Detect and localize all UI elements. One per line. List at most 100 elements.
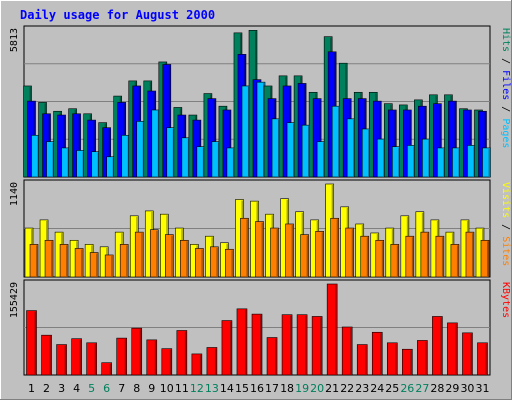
bar-kbytes-day-2	[41, 334, 52, 376]
bar-kbytes-day-19	[296, 314, 308, 376]
y-max-label-kbytes: 155429	[9, 282, 20, 318]
day-label-26: 26	[400, 382, 414, 395]
bar-files-day-3-side	[63, 116, 66, 177]
bar-sites-day-31-body	[480, 239, 490, 278]
bar-kbytes-day-14-body	[221, 320, 233, 376]
bar-files-day-6-side	[108, 128, 111, 177]
bar-sites-day-8-side	[141, 233, 143, 277]
day-label-24: 24	[370, 382, 384, 395]
bar-sites-day-6-body	[104, 254, 114, 278]
bar-sites-day-17-side	[276, 229, 279, 277]
bar-kbytes-day-30-body	[462, 332, 473, 376]
day-label-30: 30	[460, 382, 474, 395]
bar-sites-day-26	[405, 235, 415, 278]
legend-item-hits-files-pages-1: /	[500, 52, 511, 70]
legend-visits-sites: Visits / Sites	[500, 182, 511, 266]
day-label-2: 2	[43, 382, 50, 395]
bar-sites-day-15-body	[240, 217, 249, 278]
bar-kbytes-day-26-body	[402, 348, 413, 376]
day-label-9: 9	[148, 382, 155, 395]
bar-sites-day-28	[435, 235, 445, 278]
bar-kbytes-day-23-body	[356, 344, 368, 376]
bar-files-day-20-side	[319, 99, 321, 177]
bar-kbytes-day-14	[221, 320, 233, 376]
bar-sites-day-18-body	[285, 223, 294, 278]
bar-kbytes-day-20	[311, 316, 323, 376]
bar-sites-day-29-side	[456, 245, 459, 277]
bar-kbytes-day-17	[266, 337, 278, 376]
bar-kbytes-day-22-body	[341, 326, 353, 376]
bar-kbytes-day-22	[341, 326, 353, 376]
bar-sites-day-14-side	[231, 250, 233, 277]
bar-sites-day-19-side	[306, 235, 309, 277]
bar-sites-day-16-body	[255, 221, 264, 278]
bar-kbytes-day-8-side	[139, 329, 142, 375]
day-label-7: 7	[118, 382, 125, 395]
bar-sites-day-26-body	[405, 235, 415, 278]
day-label-3: 3	[58, 382, 65, 395]
panel-visits-sites: 1140 Visits / Sites	[9, 179, 511, 278]
bar-sites-day-21	[330, 217, 339, 278]
bar-sites-day-27-body	[420, 231, 430, 278]
day-label-5: 5	[88, 382, 95, 395]
bar-kbytes-day-10-side	[169, 349, 172, 375]
bar-kbytes-day-27	[417, 340, 428, 376]
legend-item-kbytes-0: KBytes	[500, 282, 511, 318]
bar-sites-day-13	[210, 246, 219, 278]
bar-sites-day-23	[360, 235, 370, 278]
bar-files-day-5-side	[93, 121, 96, 177]
bar-sites-day-31	[480, 239, 490, 278]
legend-hits-files-pages: Hits / Files / Pages	[500, 28, 511, 148]
bar-sites-day-16	[255, 221, 264, 278]
panels-layer: 5813 Hits / Files / Pages 1140 Visits / Sit…	[9, 25, 511, 376]
day-label-6: 6	[103, 382, 110, 395]
bar-kbytes-day-24	[371, 331, 383, 376]
bar-sites-day-9	[149, 229, 159, 278]
bars-visits-sites	[24, 183, 490, 278]
bar-sites-day-29	[450, 244, 460, 278]
bar-kbytes-day-10	[161, 348, 173, 376]
bar-sites-day-4-body	[74, 248, 84, 278]
bar-sites-day-1	[29, 244, 39, 278]
bar-sites-day-5	[89, 252, 99, 278]
bar-sites-day-30-side	[471, 233, 474, 277]
bar-sites-day-13-side	[216, 247, 218, 277]
legend-item-hits-files-pages-0: Hits	[500, 28, 511, 52]
bar-sites-day-3-body	[59, 244, 69, 278]
bar-kbytes-day-16-body	[251, 313, 263, 376]
bar-sites-day-25-body	[390, 244, 400, 278]
bar-sites-day-3	[59, 244, 69, 278]
bars-kbytes	[26, 283, 488, 376]
bar-kbytes-day-9-body	[146, 339, 158, 376]
bar-sites-day-30-body	[465, 231, 475, 278]
bar-sites-day-5-body	[89, 252, 99, 278]
bar-sites-day-14	[225, 248, 234, 278]
bar-kbytes-day-14-side	[229, 321, 232, 375]
bar-kbytes-day-28-side	[440, 317, 442, 375]
bar-kbytes-day-7-side	[124, 339, 127, 375]
bar-kbytes-day-28-body	[432, 316, 443, 376]
bar-kbytes-day-21-side	[335, 285, 337, 375]
day-label-28: 28	[430, 382, 444, 395]
bar-sites-day-20	[315, 231, 324, 278]
bar-kbytes-day-5	[86, 342, 97, 376]
bar-kbytes-day-26-side	[410, 350, 412, 375]
bar-kbytes-day-15-body	[236, 308, 248, 376]
day-label-23: 23	[355, 382, 369, 395]
bar-sites-day-31-side	[486, 241, 489, 277]
bar-sites-day-8-body	[134, 231, 144, 278]
day-label-20: 20	[310, 382, 324, 395]
legend-kbytes: KBytes	[500, 282, 511, 318]
bar-sites-day-23-body	[360, 235, 370, 278]
bar-kbytes-day-20-body	[311, 316, 323, 376]
day-label-31: 31	[475, 382, 489, 395]
panel-hits-files-pages: 5813 Hits / Files / Pages	[9, 25, 511, 178]
bar-sites-day-4-side	[81, 249, 83, 277]
bar-kbytes-day-7-body	[116, 337, 128, 376]
bar-kbytes-day-25-body	[386, 342, 398, 376]
bar-sites-day-11	[180, 239, 189, 278]
bar-kbytes-day-30-side	[470, 333, 472, 375]
bar-sites-day-2-side	[51, 241, 53, 277]
bar-kbytes-day-3-side	[64, 345, 67, 375]
bar-kbytes-day-31-body	[477, 342, 488, 376]
